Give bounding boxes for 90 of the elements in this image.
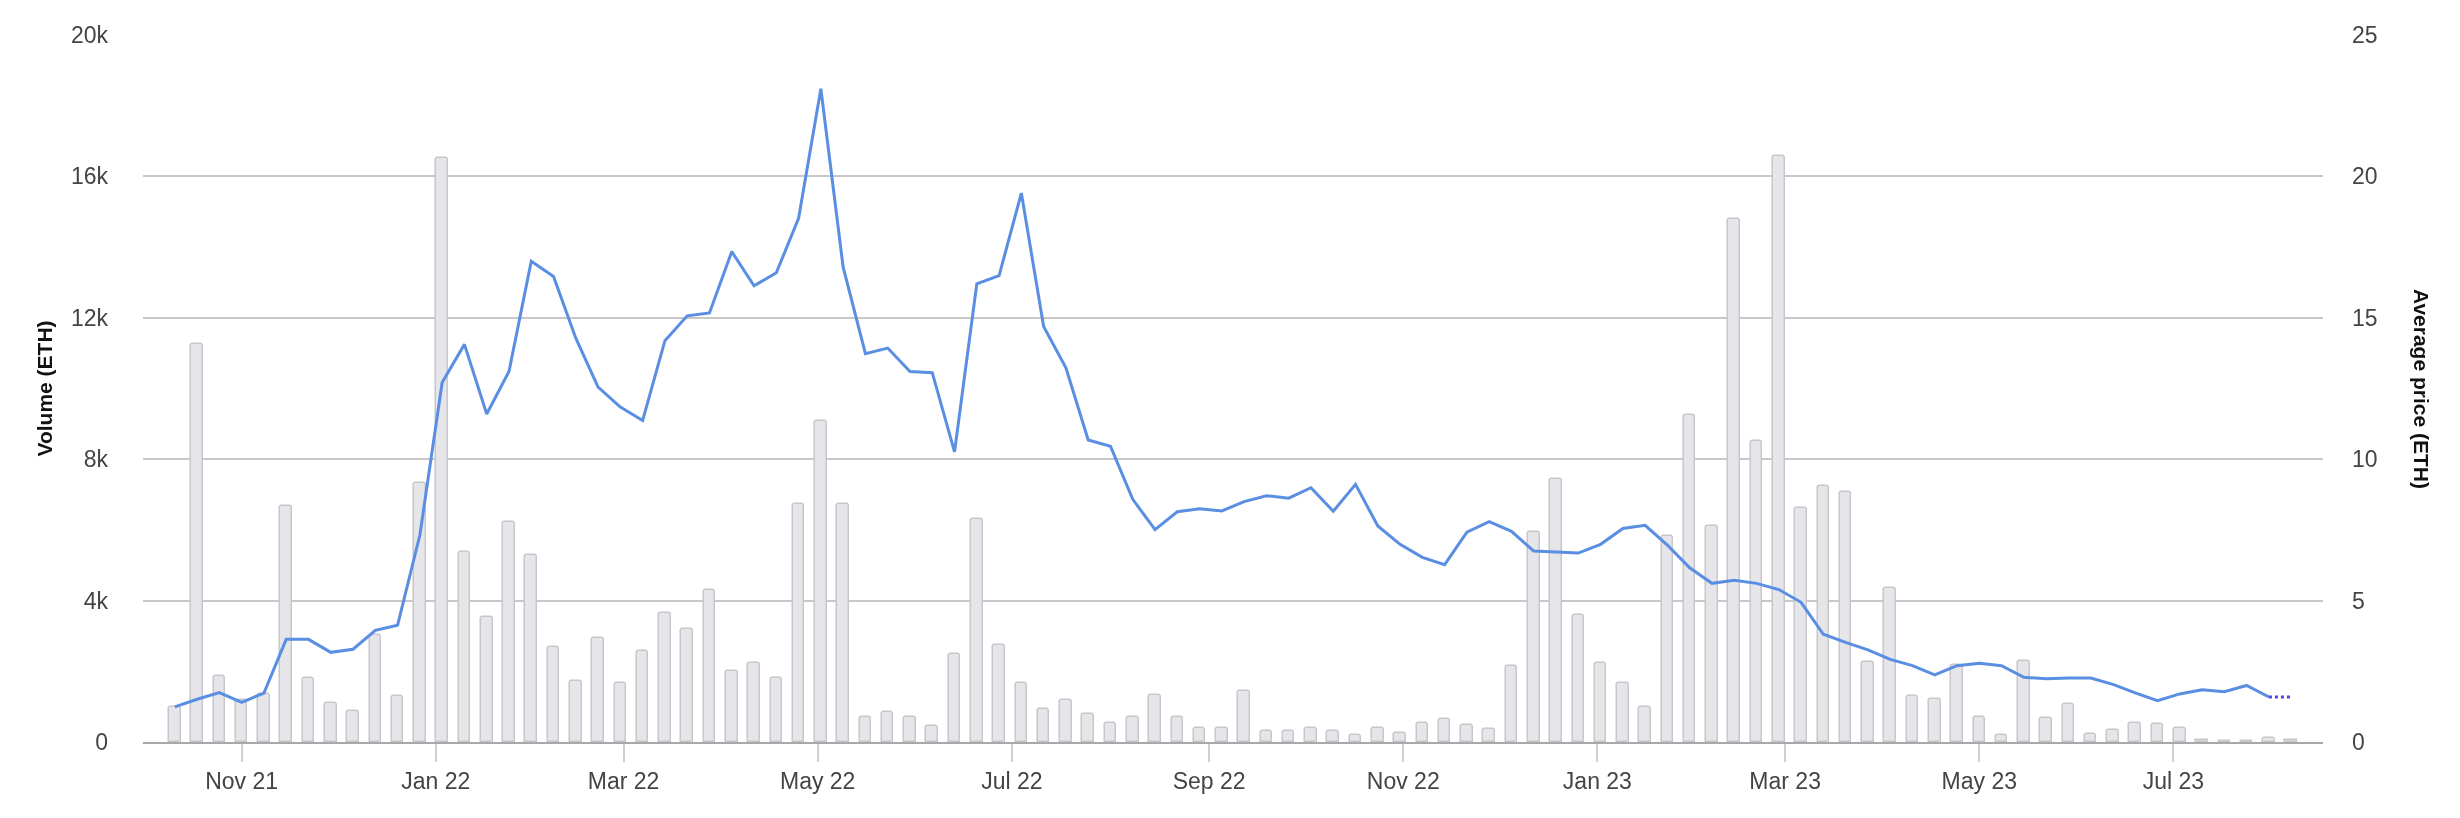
bar — [1125, 715, 1140, 742]
x-tick-label: Mar 22 — [587, 768, 660, 795]
bar — [1014, 681, 1028, 742]
y-axis-title: Volume (ETH) — [33, 320, 57, 457]
bar — [947, 652, 961, 742]
bar — [345, 709, 360, 742]
x-tick-label: Mar 23 — [1749, 768, 1821, 795]
bar — [368, 633, 382, 742]
bar — [1147, 693, 1162, 742]
bar — [1259, 729, 1273, 742]
y2-tick-label: 0 — [2352, 729, 2365, 756]
x-tick-label: May 23 — [1941, 768, 2018, 795]
bar — [479, 615, 494, 742]
bar — [679, 627, 694, 742]
x-tick-label: Jul 23 — [2142, 768, 2205, 795]
bar — [1415, 721, 1429, 742]
x-tick-label: May 22 — [779, 768, 856, 795]
bar — [2016, 659, 2031, 742]
bar — [1905, 694, 1919, 742]
bar — [1860, 660, 1875, 742]
bar — [1236, 689, 1251, 742]
bar — [880, 710, 894, 742]
bar — [1103, 721, 1117, 742]
bar — [1370, 726, 1385, 742]
bar — [2172, 726, 2187, 742]
x-tick-label: Nov 22 — [1366, 768, 1440, 795]
bar — [590, 636, 605, 742]
y2-tick-label: 10 — [2352, 446, 2378, 473]
y-tick-label: 0 — [95, 729, 108, 756]
bar — [568, 679, 583, 742]
bar — [1481, 727, 1496, 742]
y2-tick-label: 15 — [2352, 304, 2378, 331]
bar — [1170, 715, 1184, 742]
bar — [902, 715, 917, 742]
x-tick-label: Jul 22 — [981, 768, 1043, 795]
bar — [256, 692, 271, 742]
bar — [1036, 707, 1050, 742]
y-tick-label: 8k — [83, 446, 109, 473]
bar — [1504, 664, 1518, 742]
bar — [1949, 663, 1964, 742]
y2-tick-label: 25 — [2352, 22, 2378, 49]
bar — [613, 681, 627, 742]
y-tick-label: 4k — [83, 587, 109, 614]
bar — [635, 649, 649, 742]
bar — [1615, 681, 1630, 742]
bar — [1459, 723, 1474, 742]
y2-tick-label: 5 — [2352, 587, 2365, 614]
bar — [1058, 698, 1073, 742]
bar — [724, 669, 739, 742]
bar — [301, 676, 315, 742]
x-tick-label: Jan 23 — [1562, 768, 1632, 795]
bar — [924, 724, 939, 742]
bar — [1392, 731, 1407, 742]
y-tick-label: 20k — [70, 22, 109, 49]
bar — [769, 676, 783, 742]
bar — [858, 715, 872, 742]
bar — [1972, 715, 1986, 742]
y-tick-label: 16k — [70, 163, 109, 190]
bar — [657, 611, 672, 742]
bar — [1593, 661, 1607, 742]
bar — [1303, 726, 1318, 742]
bar — [1437, 717, 1451, 742]
y2-axis-title: Average price (ETH) — [2410, 289, 2433, 489]
x-tick-label: Nov 21 — [205, 768, 279, 795]
bar — [2127, 721, 2142, 742]
bar — [991, 643, 1006, 742]
bar — [167, 705, 182, 742]
bar — [1571, 613, 1585, 742]
bar — [1192, 726, 1206, 742]
bar — [390, 694, 404, 742]
bar — [546, 645, 560, 742]
bar — [2083, 732, 2097, 742]
bar — [323, 701, 338, 742]
bar — [212, 674, 226, 742]
bar — [1927, 697, 1942, 742]
y-tick-label: 12k — [70, 304, 109, 331]
bar — [1214, 726, 1229, 742]
bar — [1281, 729, 1295, 742]
y2-tick-label: 20 — [2352, 163, 2378, 190]
bar — [2105, 728, 2120, 742]
bar — [2038, 716, 2053, 742]
x-tick-label: Sep 22 — [1172, 768, 1246, 795]
x-tick-label: Jan 22 — [401, 768, 471, 795]
bar — [746, 661, 761, 742]
line-series — [173, 87, 2271, 709]
bar — [1080, 712, 1095, 742]
bar — [2061, 702, 2075, 742]
bar — [1325, 729, 1340, 742]
bar — [1637, 705, 1652, 742]
bar — [2150, 722, 2164, 742]
